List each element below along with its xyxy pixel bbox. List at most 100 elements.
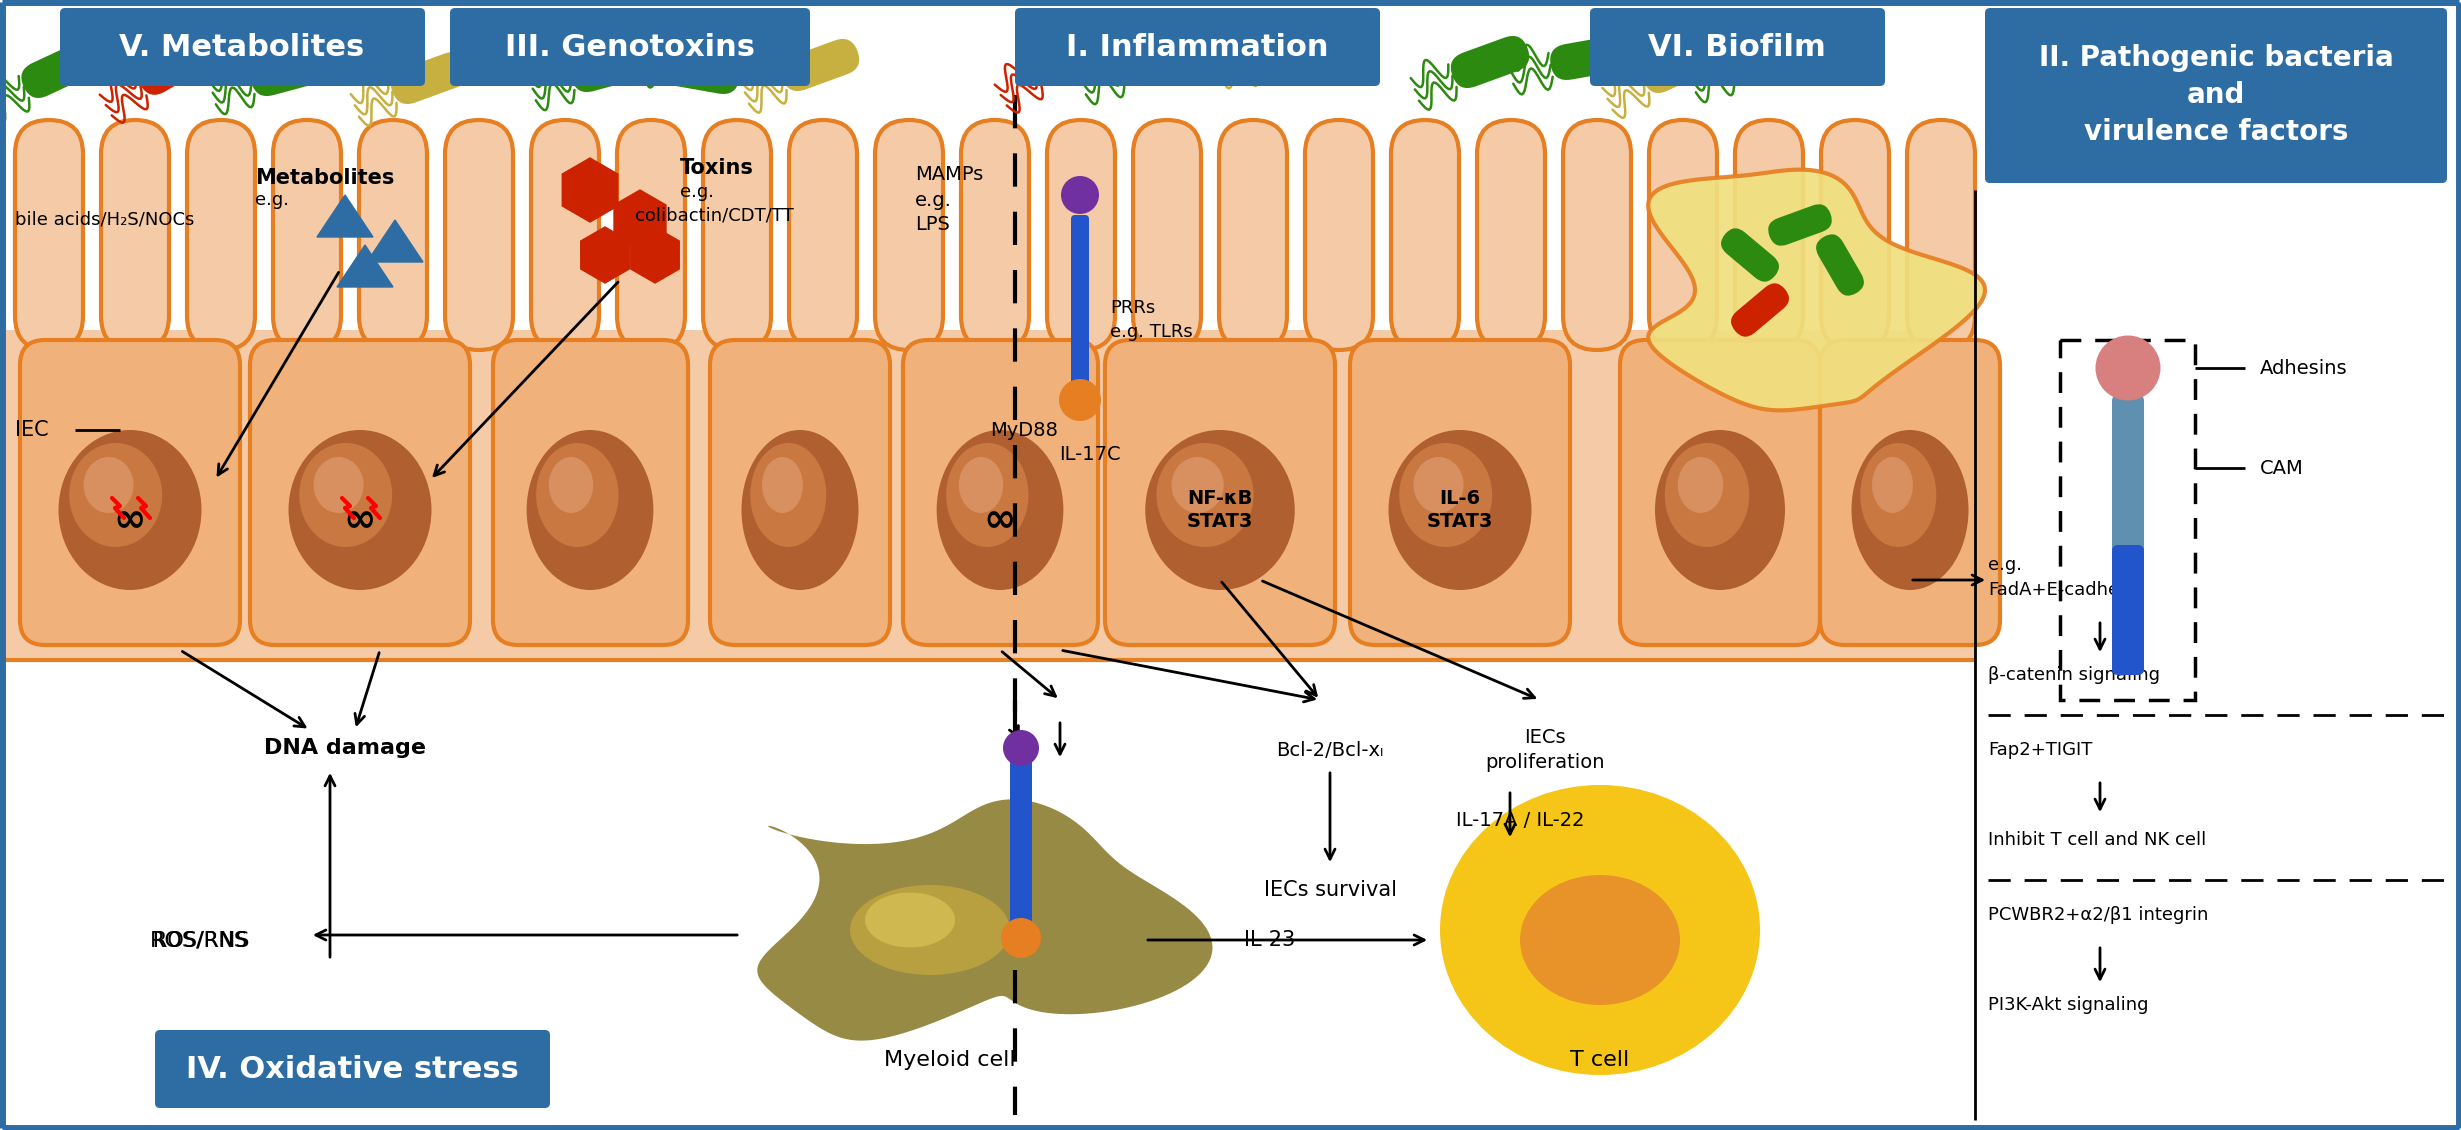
Text: IECs
proliferation: IECs proliferation (1486, 728, 1605, 772)
Polygon shape (581, 227, 630, 282)
Text: ROS/RNS: ROS/RNS (153, 930, 246, 950)
Ellipse shape (1678, 457, 1723, 513)
Ellipse shape (69, 443, 162, 547)
Ellipse shape (1171, 457, 1223, 513)
FancyBboxPatch shape (1260, 38, 1339, 78)
Ellipse shape (1413, 457, 1464, 513)
FancyBboxPatch shape (618, 120, 684, 350)
Text: PCWBR2+α2/β1 integrin: PCWBR2+α2/β1 integrin (1988, 906, 2208, 924)
FancyBboxPatch shape (1351, 340, 1570, 645)
FancyBboxPatch shape (790, 120, 856, 350)
FancyBboxPatch shape (1821, 120, 1890, 350)
Ellipse shape (288, 431, 431, 590)
Ellipse shape (1861, 443, 1937, 547)
Text: IL-6
STAT3: IL-6 STAT3 (1427, 489, 1494, 531)
FancyBboxPatch shape (101, 120, 170, 350)
Ellipse shape (527, 431, 652, 590)
Ellipse shape (300, 443, 391, 547)
FancyBboxPatch shape (155, 1031, 549, 1109)
Polygon shape (758, 799, 1213, 1041)
Text: IEC: IEC (15, 420, 49, 440)
FancyBboxPatch shape (359, 120, 428, 350)
Text: VI. Biofilm: VI. Biofilm (1649, 33, 1826, 61)
Ellipse shape (938, 431, 1063, 590)
FancyBboxPatch shape (1720, 228, 1779, 281)
FancyBboxPatch shape (1132, 120, 1201, 350)
FancyBboxPatch shape (571, 44, 650, 92)
Ellipse shape (1004, 730, 1039, 766)
FancyBboxPatch shape (1730, 36, 1809, 84)
Ellipse shape (763, 457, 802, 513)
Text: CAM: CAM (2259, 459, 2303, 478)
FancyBboxPatch shape (704, 120, 770, 350)
Text: Adhesins: Adhesins (2259, 358, 2348, 377)
FancyBboxPatch shape (20, 340, 241, 645)
Ellipse shape (1851, 431, 1969, 590)
Text: MAMPs
e.g.
LPS: MAMPs e.g. LPS (915, 165, 984, 235)
Text: V. Metabolites: V. Metabolites (121, 33, 364, 61)
FancyBboxPatch shape (1477, 120, 1546, 350)
FancyBboxPatch shape (1390, 120, 1459, 350)
Text: Myeloid cell: Myeloid cell (883, 1050, 1016, 1070)
Ellipse shape (1521, 875, 1681, 1005)
FancyBboxPatch shape (1563, 120, 1632, 350)
FancyBboxPatch shape (391, 52, 470, 104)
FancyBboxPatch shape (138, 35, 214, 95)
Text: IECs survival: IECs survival (1262, 880, 1395, 899)
Polygon shape (561, 158, 618, 221)
Ellipse shape (945, 443, 1029, 547)
Text: PRRs
e.g. TLRs: PRRs e.g. TLRs (1110, 299, 1194, 341)
FancyBboxPatch shape (1986, 8, 2446, 183)
Ellipse shape (313, 457, 364, 513)
Text: IL-17C: IL-17C (1058, 445, 1120, 464)
FancyBboxPatch shape (1821, 340, 2001, 645)
FancyBboxPatch shape (251, 340, 470, 645)
Bar (0, 330, 1976, 660)
Text: II. Pathogenic bacteria
and
virulence factors: II. Pathogenic bacteria and virulence fa… (2038, 44, 2395, 146)
Text: IV. Oxidative stress: IV. Oxidative stress (185, 1054, 519, 1084)
Text: bile acids/H₂S/NOCs: bile acids/H₂S/NOCs (15, 211, 194, 229)
Ellipse shape (2094, 336, 2161, 400)
Polygon shape (613, 190, 667, 250)
FancyBboxPatch shape (480, 38, 559, 82)
Ellipse shape (1664, 443, 1750, 547)
Polygon shape (367, 220, 423, 262)
FancyBboxPatch shape (2112, 545, 2144, 675)
FancyBboxPatch shape (780, 38, 859, 92)
FancyBboxPatch shape (1452, 36, 1528, 88)
Ellipse shape (1061, 176, 1100, 214)
FancyBboxPatch shape (15, 120, 84, 350)
FancyBboxPatch shape (1619, 340, 1821, 645)
Text: NF-κB
STAT3: NF-κB STAT3 (1186, 489, 1253, 531)
FancyBboxPatch shape (1009, 750, 1031, 930)
Ellipse shape (1873, 457, 1912, 513)
Ellipse shape (549, 457, 593, 513)
Text: Toxins: Toxins (679, 158, 753, 179)
FancyBboxPatch shape (251, 47, 330, 96)
FancyBboxPatch shape (1031, 25, 1107, 85)
FancyBboxPatch shape (450, 8, 810, 86)
Text: ROS/RNS: ROS/RNS (150, 930, 251, 950)
Ellipse shape (960, 457, 1004, 513)
FancyBboxPatch shape (1735, 120, 1804, 350)
FancyBboxPatch shape (1641, 37, 1718, 93)
FancyBboxPatch shape (1046, 120, 1115, 350)
Ellipse shape (1058, 379, 1100, 421)
Text: MyD88: MyD88 (989, 420, 1058, 440)
FancyBboxPatch shape (1767, 205, 1831, 245)
FancyBboxPatch shape (711, 340, 891, 645)
FancyBboxPatch shape (1071, 215, 1090, 390)
FancyBboxPatch shape (1649, 120, 1718, 350)
FancyBboxPatch shape (876, 120, 943, 350)
FancyBboxPatch shape (1218, 120, 1287, 350)
Text: T cell: T cell (1570, 1050, 1629, 1070)
Text: ∞: ∞ (345, 501, 377, 539)
Ellipse shape (1144, 431, 1294, 590)
FancyBboxPatch shape (22, 42, 98, 98)
Text: Fap2+TIGIT: Fap2+TIGIT (1988, 741, 2092, 759)
FancyBboxPatch shape (445, 120, 512, 350)
Text: ∞: ∞ (984, 501, 1016, 539)
Text: ∞: ∞ (113, 501, 145, 539)
Ellipse shape (59, 431, 202, 590)
Text: colibactin/CDT/TT: colibactin/CDT/TT (635, 207, 795, 225)
